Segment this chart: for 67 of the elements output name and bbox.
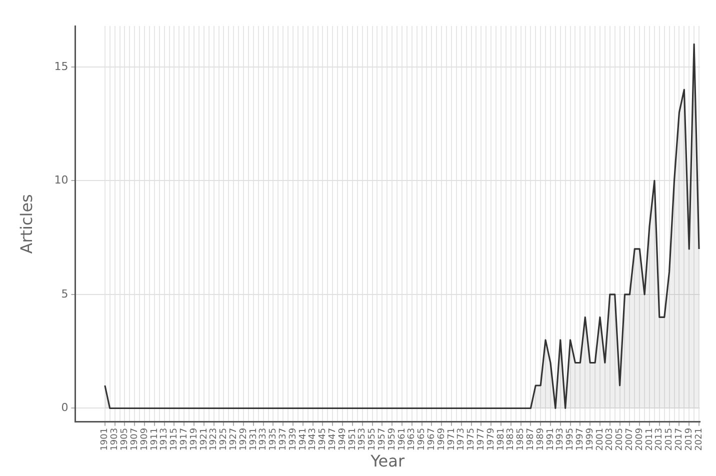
x-tick-label: 2021 [694, 428, 704, 451]
x-tick-label: 1931 [248, 428, 259, 451]
x-tick-label: 1935 [268, 428, 279, 451]
x-tick-label: 1993 [556, 428, 566, 451]
x-tick-label: 1941 [298, 428, 308, 451]
x-tick-label: 1999 [585, 428, 596, 451]
y-axis-title: Articles [16, 194, 36, 254]
x-tick-label: 1919 [189, 428, 200, 451]
x-tick-label: 1903 [110, 428, 120, 451]
x-axis-title: Year [370, 452, 405, 471]
y-tick-label: 5 [61, 287, 68, 300]
x-tick-label: 1923 [209, 428, 220, 451]
x-tick-label: 2003 [605, 428, 616, 451]
x-tick-label: 1969 [436, 428, 447, 451]
x-tick-label: 2013 [654, 428, 665, 451]
y-tick-label: 0 [61, 401, 68, 414]
x-tick-label: 1927 [228, 428, 239, 451]
x-tick-label: 1947 [328, 428, 338, 451]
x-tick-label: 1909 [140, 428, 150, 451]
x-tick-label: 1957 [377, 428, 388, 451]
x-tick-label: 1979 [486, 428, 496, 451]
y-tick-label: 10 [54, 174, 68, 187]
x-tick-label: 1913 [160, 428, 170, 451]
x-tick-label: 2001 [595, 428, 606, 451]
x-tick-label: 1983 [506, 428, 516, 451]
x-tick-label: 1985 [516, 428, 526, 451]
x-tick-label: 1929 [238, 428, 249, 451]
x-tick-label: 1907 [130, 428, 140, 451]
x-tick-label: 1933 [258, 428, 269, 451]
x-tick-label: 1981 [496, 428, 506, 451]
x-tick-label: 1953 [358, 428, 368, 451]
x-tick-label: 1945 [318, 428, 328, 451]
x-tick-label: 1997 [576, 428, 586, 451]
x-tick-label: 1937 [278, 428, 288, 451]
x-tick-label: 1915 [170, 428, 180, 451]
x-tick-label: 1921 [199, 428, 210, 451]
x-tick-label: 2007 [625, 428, 636, 451]
y-tick-label: 15 [54, 60, 68, 73]
x-tick-label: 1917 [179, 428, 190, 451]
x-tick-label: 1971 [446, 428, 457, 451]
x-tick-label: 1965 [417, 428, 428, 451]
x-tick-label: 1949 [338, 428, 348, 451]
x-tick-label: 1989 [536, 428, 546, 451]
x-tick-label: 2015 [664, 428, 675, 451]
x-tick-label: 1925 [219, 428, 230, 451]
x-tick-label: 2005 [615, 428, 626, 451]
x-tick-label: 2019 [684, 428, 694, 451]
x-tick-label: 1995 [566, 428, 576, 451]
x-tick-label: 1939 [288, 428, 298, 451]
x-tick-label: 1975 [466, 428, 477, 451]
x-tick-label: 1987 [526, 428, 536, 451]
x-tick-label: 1905 [120, 428, 130, 451]
x-tick-label: 1959 [387, 428, 398, 451]
x-tick-label: 1943 [308, 428, 318, 451]
x-tick-label: 1963 [407, 428, 418, 451]
x-tick-label: 1901 [100, 428, 110, 451]
x-tick-label: 2017 [674, 428, 685, 451]
x-tick-label: 1991 [546, 428, 556, 451]
x-tick-label: 1977 [476, 428, 487, 451]
x-tick-label: 1961 [397, 428, 408, 451]
x-tick-label: 2011 [644, 428, 655, 451]
x-tick-label: 1951 [348, 428, 358, 451]
x-tick-label: 1967 [427, 428, 438, 451]
x-tick-label: 1973 [456, 428, 467, 451]
x-tick-label: 1911 [150, 428, 160, 451]
x-tick-label: 1955 [368, 428, 378, 451]
x-tick-label: 2009 [634, 428, 645, 451]
